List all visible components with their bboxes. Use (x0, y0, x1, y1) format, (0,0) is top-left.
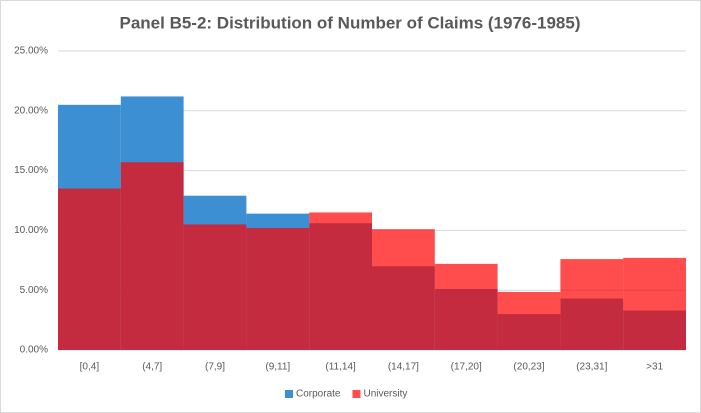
bar (623, 257, 686, 350)
y-tick-label: 25.00% (14, 46, 48, 57)
x-tick-label: [0,4] (80, 362, 100, 373)
x-tick-label: (7,9] (205, 362, 225, 373)
x-tick-label: (17,20] (451, 362, 482, 373)
chart-title: Panel B5-2: Distribution of Number of Cl… (120, 13, 581, 32)
x-tick-label: (23,31] (576, 362, 607, 373)
x-tick-label: (11,14] (325, 362, 356, 373)
y-tick-label: 15.00% (14, 165, 48, 176)
bar (309, 212, 372, 350)
bar (434, 263, 498, 350)
legend-swatch (285, 390, 293, 398)
legend-label: University (363, 389, 407, 400)
legend-swatch (352, 390, 361, 398)
bar (58, 188, 121, 350)
bar (183, 224, 247, 350)
x-tick-label: (20,23] (513, 362, 544, 373)
x-tick-label: (4,7] (142, 362, 162, 373)
y-tick-label: 5.00% (20, 285, 48, 296)
y-tick-label: 10.00% (14, 225, 48, 236)
bar (246, 228, 310, 350)
y-tick-label: 20.00% (14, 105, 48, 116)
legend-label: Corporate (296, 389, 341, 400)
x-tick-label: (9,11] (265, 362, 290, 373)
bar (560, 259, 624, 350)
y-tick-label: 0.00% (20, 345, 48, 356)
x-tick-label: >31 (646, 362, 663, 373)
bar (120, 162, 184, 350)
bar (372, 229, 435, 350)
bar (497, 291, 561, 350)
x-tick-label: (14,17] (388, 362, 419, 373)
